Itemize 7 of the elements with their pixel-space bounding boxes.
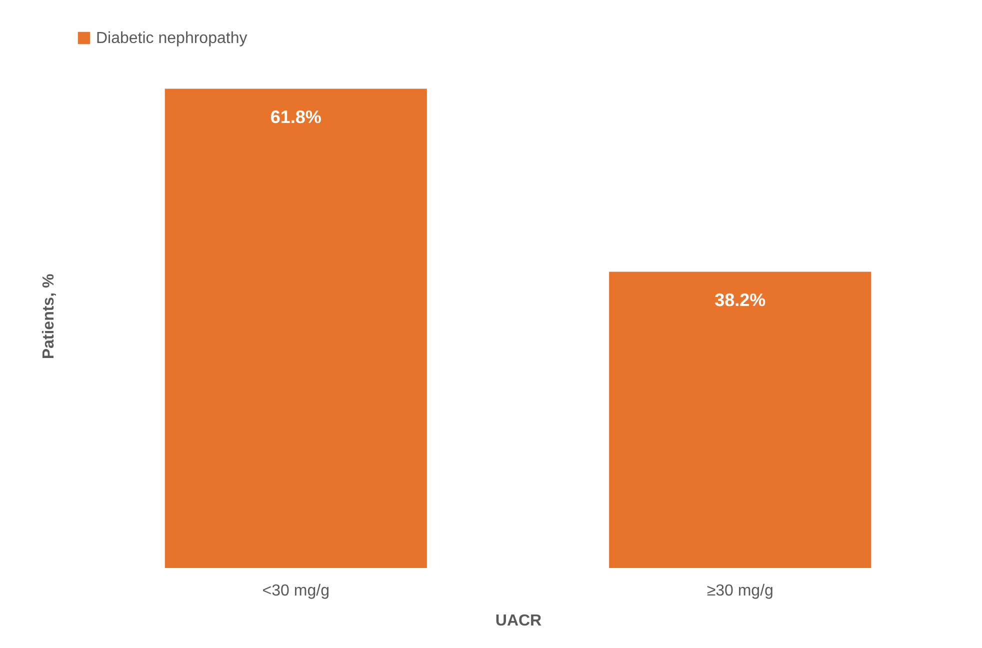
x-tick-label: ≥30 mg/g (706, 582, 774, 600)
data-label: 61.8% (270, 106, 322, 127)
x-tick-label: <30 mg/g (262, 582, 330, 600)
legend-label: Diabetic nephropathy (96, 30, 248, 47)
x-axis-title: UACR (495, 612, 542, 630)
data-label: 38.2% (714, 290, 766, 310)
y-axis-title: Patients, % (40, 274, 58, 360)
